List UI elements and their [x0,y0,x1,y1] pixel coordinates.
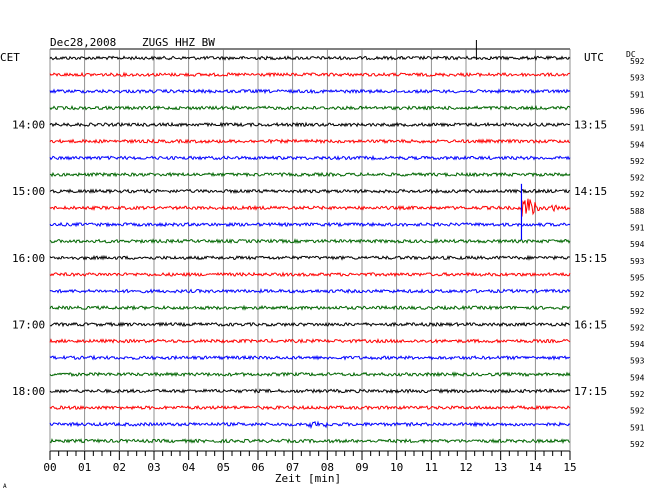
dc-value-label: 592 [630,157,645,166]
trace-row-9 [49,198,571,217]
trace-row-17 [49,337,571,344]
x-axis-tick-label: 10 [390,461,403,474]
left-time-label: 17:00 [12,318,45,331]
dc-value-label: 591 [630,224,645,233]
trace-row-10 [49,221,571,228]
dc-value-label: 593 [630,74,645,83]
dc-value-label: 592 [630,407,645,416]
dc-value-label: 591 [630,423,645,432]
dc-value-label: 592 [630,290,645,299]
trace-row-20 [49,388,571,394]
dc-value-label: 592 [630,390,645,399]
dc-value-label: 591 [630,124,645,133]
trace-row-13 [49,271,571,278]
x-axis: 00 01 02 03 04 05 06 07 08 09 10 11 12 13 14 15 [43,451,577,474]
left-zone-label: CET [0,51,20,64]
x-axis-tick-label: 06 [251,461,264,474]
dc-value-label: 593 [630,357,645,366]
x-axis-tick-label: 01 [78,461,91,474]
dc-value-label: 594 [630,340,645,349]
right-time-label: 15:15 [574,252,607,265]
trace-row-22 [49,420,571,430]
x-axis-tick-label: 11 [425,461,438,474]
x-axis-tick-label: 08 [321,461,334,474]
chart-traces [49,40,571,444]
dc-value-label: 594 [630,240,645,249]
left-time-label: 15:00 [12,185,45,198]
chart-labels: 14:00 15:00 16:00 17:00 18:00 13:15 14:15 15:15… [12,57,645,449]
trace-row-16 [49,321,571,328]
x-axis-tick-label: 02 [113,461,126,474]
trace-row-2 [49,88,571,95]
chart-grid [49,48,571,452]
x-axis-tick-label: 03 [147,461,160,474]
dc-value-label: 595 [630,273,645,282]
left-time-label: 14:00 [12,119,45,132]
right-time-label: 16:15 [574,318,607,331]
dc-value-label: 592 [630,57,645,66]
right-time-label: 17:15 [574,385,607,398]
footnote-mark: A [3,483,7,490]
trace-row-3 [49,104,571,111]
right-time-label: 14:15 [574,185,607,198]
trace-row-15 [49,304,571,311]
trace-row-8 [49,188,571,195]
dc-value-label: 592 [630,190,645,199]
trace-row-4 [49,121,571,128]
trace-row-11 [49,238,571,245]
x-axis-tick-label: 14 [529,461,543,474]
x-axis-tick-label: 04 [182,461,196,474]
right-zone-label: UTC [584,51,604,64]
x-axis-label: Zeit [min] [275,472,341,485]
x-axis-tick-label: 00 [43,461,56,474]
dc-value-label: 592 [630,440,645,449]
trace-row-21 [49,404,571,411]
chart-date: Dec28,2008 [50,36,116,49]
trace-row-0 [49,55,571,61]
trace-row-14 [49,287,571,294]
x-axis-tick-label: 09 [355,461,368,474]
trace-row-19 [49,371,571,378]
trace-row-1 [49,71,571,78]
trace-row-5 [49,138,571,145]
trace-row-6 [49,154,571,161]
dc-header-label: DC [626,50,636,59]
dc-value-label: 588 [630,207,645,216]
left-time-label: 18:00 [12,385,45,398]
x-axis-tick-label: 13 [494,461,507,474]
dc-value-label: 596 [630,107,645,116]
dc-value-label: 594 [630,373,645,382]
trace-row-7 [49,171,571,178]
chart-station: ZUGS HHZ BW [142,36,215,49]
x-axis-tick-label: 15 [563,461,576,474]
dc-value-label: 592 [630,307,645,316]
dc-value-label: 592 [630,323,645,332]
dc-value-label: 591 [630,90,645,99]
trace-row-23 [49,438,571,444]
x-axis-tick-label: 12 [459,461,472,474]
dc-value-label: 594 [630,140,645,149]
left-time-label: 16:00 [12,252,45,265]
trace-row-12 [49,254,571,261]
dc-value-label: 593 [630,257,645,266]
right-time-label: 13:15 [574,119,607,132]
trace-row-18 [49,354,571,361]
dc-value-label: 592 [630,174,645,183]
x-axis-tick-label: 07 [286,461,299,474]
x-axis-tick-label: 05 [217,461,230,474]
